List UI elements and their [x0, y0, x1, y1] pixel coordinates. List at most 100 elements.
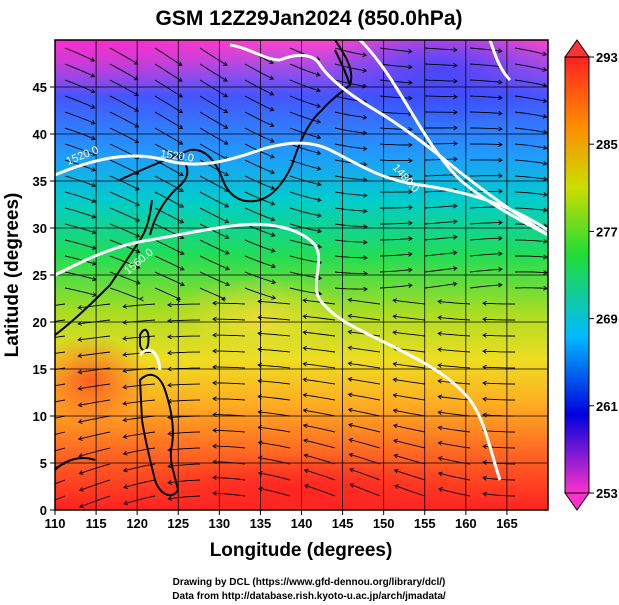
streamline	[348, 393, 381, 401]
streamline	[258, 442, 291, 449]
streamline	[213, 366, 246, 369]
streamline-arrowhead	[269, 106, 275, 112]
streamline	[349, 439, 381, 449]
streamline-arrowhead	[498, 251, 503, 257]
streamline-arrowhead	[133, 75, 139, 81]
streamline	[393, 394, 426, 401]
streamline-arrowhead	[77, 321, 83, 326]
streamline-arrowhead	[453, 156, 458, 162]
streamline	[469, 284, 502, 289]
streamline	[64, 95, 95, 109]
streamline	[470, 127, 503, 130]
x-tick-label: 145	[332, 516, 354, 531]
streamline-arrowhead	[303, 453, 309, 459]
streamline-arrowhead	[90, 135, 96, 141]
streamline-arrowhead	[362, 146, 368, 152]
streamline-arrowhead	[498, 157, 503, 163]
streamline-arrowhead	[452, 281, 458, 287]
streamline	[393, 424, 426, 433]
streamline	[349, 453, 381, 465]
streamline	[379, 284, 412, 289]
streamline	[168, 463, 201, 468]
streamline	[123, 415, 156, 421]
streamline	[289, 95, 321, 108]
streamline	[244, 239, 276, 252]
streamline	[109, 63, 139, 81]
streamline	[289, 223, 322, 233]
streamline	[482, 302, 515, 305]
borneo-coast	[55, 457, 96, 471]
streamline-arrowhead	[498, 95, 503, 101]
x-tick-label: 165	[496, 516, 518, 531]
streamline	[213, 334, 246, 337]
streamline-arrowhead	[212, 475, 217, 480]
x-tick-label: 160	[455, 516, 477, 531]
streamline	[379, 269, 412, 273]
streamline-arrowhead	[139, 296, 144, 302]
streamline-arrowhead	[543, 238, 548, 244]
streamline	[199, 143, 229, 160]
streamline	[258, 472, 291, 481]
streamline	[303, 424, 336, 433]
streamline-arrowhead	[167, 447, 172, 453]
streamline	[469, 253, 502, 257]
streamline-arrowhead	[498, 188, 503, 194]
streamline-arrowhead	[225, 265, 230, 271]
streamline	[424, 220, 457, 225]
streamline	[424, 267, 457, 273]
streamline-arrowhead	[79, 503, 84, 509]
streamline-arrowhead	[212, 490, 217, 496]
streamline	[258, 348, 291, 353]
streamline	[64, 143, 96, 156]
streamline-arrowhead	[271, 295, 277, 300]
streamline	[514, 79, 547, 87]
streamline	[334, 143, 367, 150]
streamline-arrowhead	[453, 141, 458, 146]
streamline-arrowhead	[91, 214, 97, 219]
streamline-arrowhead	[179, 187, 184, 192]
streamline-arrowhead	[348, 437, 354, 443]
x-tick-label: 135	[250, 516, 272, 531]
streamline-arrowhead	[91, 245, 97, 250]
streamline	[289, 255, 322, 264]
streamline	[289, 191, 322, 201]
streamline-arrowhead	[223, 140, 229, 145]
streamline	[64, 47, 95, 62]
streamline-arrowhead	[438, 487, 443, 492]
streamline	[438, 396, 471, 401]
streamline-arrowhead	[362, 130, 368, 136]
streamline-arrowhead	[408, 127, 413, 132]
streamline	[438, 332, 471, 337]
streamline-arrowhead	[177, 61, 183, 66]
streamline-arrowhead	[363, 286, 368, 292]
streamline-arrowhead	[317, 228, 322, 234]
streamline-arrowhead	[212, 300, 217, 306]
streamline	[109, 191, 140, 206]
streamline	[167, 383, 201, 386]
streamline	[79, 463, 111, 475]
streamline-arrowhead	[482, 300, 487, 306]
streamline-arrowhead	[134, 123, 140, 128]
x-axis-ticks: 110 115 120 125 130 135 140 145 150 155 160 165	[45, 510, 518, 531]
streamline	[123, 479, 156, 489]
streamline	[348, 299, 381, 305]
x-tick-label: 115	[86, 516, 107, 531]
streamline	[393, 378, 426, 385]
streamline-arrowhead	[269, 138, 275, 143]
streamline-arrowhead	[212, 364, 217, 370]
streamline-arrowhead	[90, 120, 96, 125]
streamline-arrowhead	[270, 169, 276, 175]
streamline-arrowhead	[178, 156, 184, 161]
streamline	[348, 378, 381, 385]
streamline	[424, 205, 457, 209]
streamline	[469, 47, 502, 52]
streamline	[379, 238, 413, 241]
streamline	[199, 175, 229, 192]
streamline	[393, 299, 426, 305]
streamline	[349, 468, 381, 481]
streamline-arrowhead	[362, 114, 368, 120]
streamline	[55, 367, 66, 370]
streamline	[258, 300, 291, 305]
streamline	[244, 271, 276, 284]
